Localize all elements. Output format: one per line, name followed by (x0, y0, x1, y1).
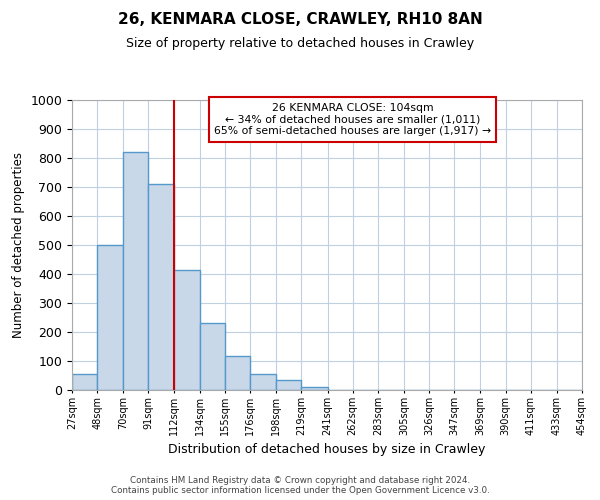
X-axis label: Distribution of detached houses by size in Crawley: Distribution of detached houses by size … (169, 444, 485, 456)
Y-axis label: Number of detached properties: Number of detached properties (12, 152, 25, 338)
Bar (225, 356, 250, 390)
Bar (72, 374, 97, 390)
Text: Size of property relative to detached houses in Crawley: Size of property relative to detached ho… (126, 38, 474, 51)
Bar (301, 386, 328, 390)
Text: Contains HM Land Registry data © Crown copyright and database right 2024.
Contai: Contains HM Land Registry data © Crown c… (110, 476, 490, 495)
Bar (97, 245, 124, 390)
Bar (124, 152, 148, 390)
Bar (276, 380, 301, 390)
Bar (200, 324, 225, 390)
Text: 26, KENMARA CLOSE, CRAWLEY, RH10 8AN: 26, KENMARA CLOSE, CRAWLEY, RH10 8AN (118, 12, 482, 28)
Bar (250, 374, 276, 390)
Bar (173, 270, 200, 390)
Bar (148, 184, 173, 390)
Text: 26 KENMARA CLOSE: 104sqm
← 34% of detached houses are smaller (1,011)
65% of sem: 26 KENMARA CLOSE: 104sqm ← 34% of detach… (214, 103, 491, 136)
